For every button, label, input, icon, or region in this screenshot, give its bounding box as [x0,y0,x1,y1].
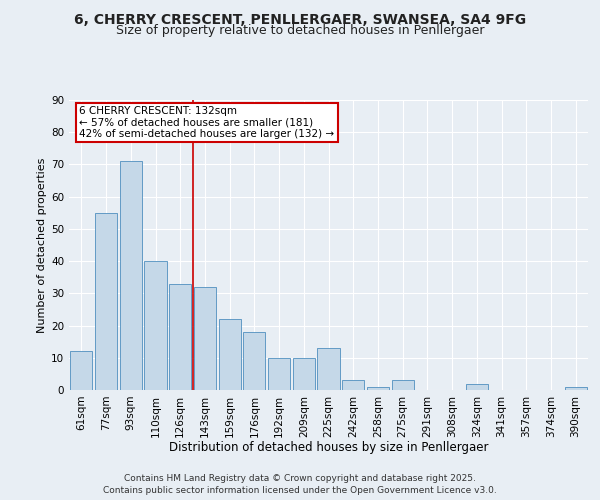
Bar [119,161,142,390]
Bar [268,358,290,390]
Bar [392,380,414,390]
Text: 6 CHERRY CRESCENT: 132sqm
← 57% of detached houses are smaller (181)
42% of semi: 6 CHERRY CRESCENT: 132sqm ← 57% of detac… [79,106,335,139]
Bar [194,287,216,390]
Bar [70,352,92,390]
Text: 6, CHERRY CRESCENT, PENLLERGAER, SWANSEA, SA4 9FG: 6, CHERRY CRESCENT, PENLLERGAER, SWANSEA… [74,12,526,26]
Y-axis label: Number of detached properties: Number of detached properties [37,158,47,332]
Bar [169,284,191,390]
Bar [243,332,265,390]
Bar [145,261,167,390]
Bar [466,384,488,390]
Text: Size of property relative to detached houses in Penllergaer: Size of property relative to detached ho… [116,24,484,37]
Bar [317,348,340,390]
Bar [342,380,364,390]
Bar [293,358,315,390]
Bar [367,387,389,390]
Bar [95,213,117,390]
Bar [218,319,241,390]
Bar [565,387,587,390]
X-axis label: Distribution of detached houses by size in Penllergaer: Distribution of detached houses by size … [169,441,488,454]
Text: Contains HM Land Registry data © Crown copyright and database right 2025.
Contai: Contains HM Land Registry data © Crown c… [103,474,497,495]
